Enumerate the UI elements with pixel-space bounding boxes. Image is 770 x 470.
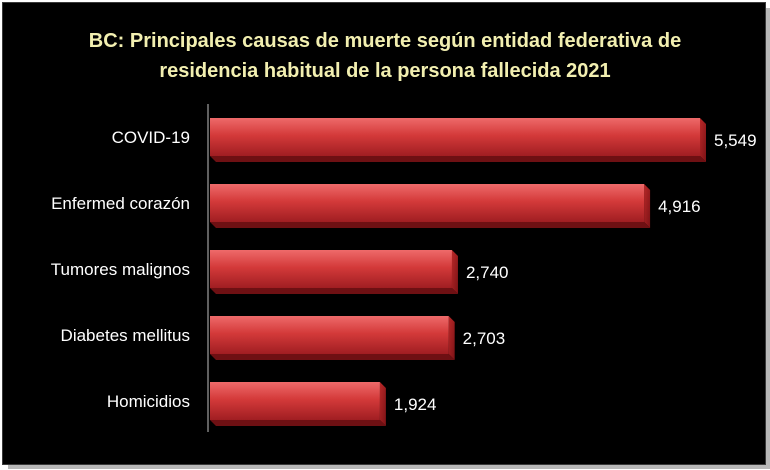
- bar-0: [210, 118, 700, 156]
- bar-bottom-4: [210, 420, 386, 426]
- bar-2: [210, 250, 452, 288]
- bar-1: [210, 184, 645, 222]
- bar-3: [210, 316, 449, 354]
- category-label-0: COVID-19: [112, 128, 190, 147]
- bar-4: [210, 382, 380, 420]
- value-label-0: 5,549: [714, 131, 757, 150]
- value-label-2: 2,740: [466, 263, 509, 282]
- frame-shadow-right: [766, 8, 770, 467]
- bar-bottom-0: [210, 156, 706, 162]
- value-label-3: 2,703: [463, 329, 506, 348]
- bar-bottom-2: [210, 288, 458, 294]
- bar-bottom-1: [210, 222, 651, 228]
- bar-side-4: [379, 382, 386, 426]
- category-label-4: Homicidios: [107, 392, 190, 411]
- bar-bottom-3: [210, 354, 455, 360]
- bar-side-0: [700, 118, 706, 162]
- bar-side-3: [448, 316, 455, 360]
- frame-shadow-bottom: [8, 465, 770, 469]
- chart-title: BC: Principales causas de muerte según e…: [88, 30, 682, 82]
- bar-side-1: [644, 184, 651, 228]
- category-label-2: Tumores malignos: [51, 260, 190, 279]
- bar-side-2: [451, 250, 458, 294]
- value-label-4: 1,924: [394, 395, 437, 414]
- category-label-1: Enfermed corazón: [51, 194, 190, 213]
- category-label-3: Diabetes mellitus: [61, 326, 190, 345]
- value-label-1: 4,916: [658, 197, 701, 216]
